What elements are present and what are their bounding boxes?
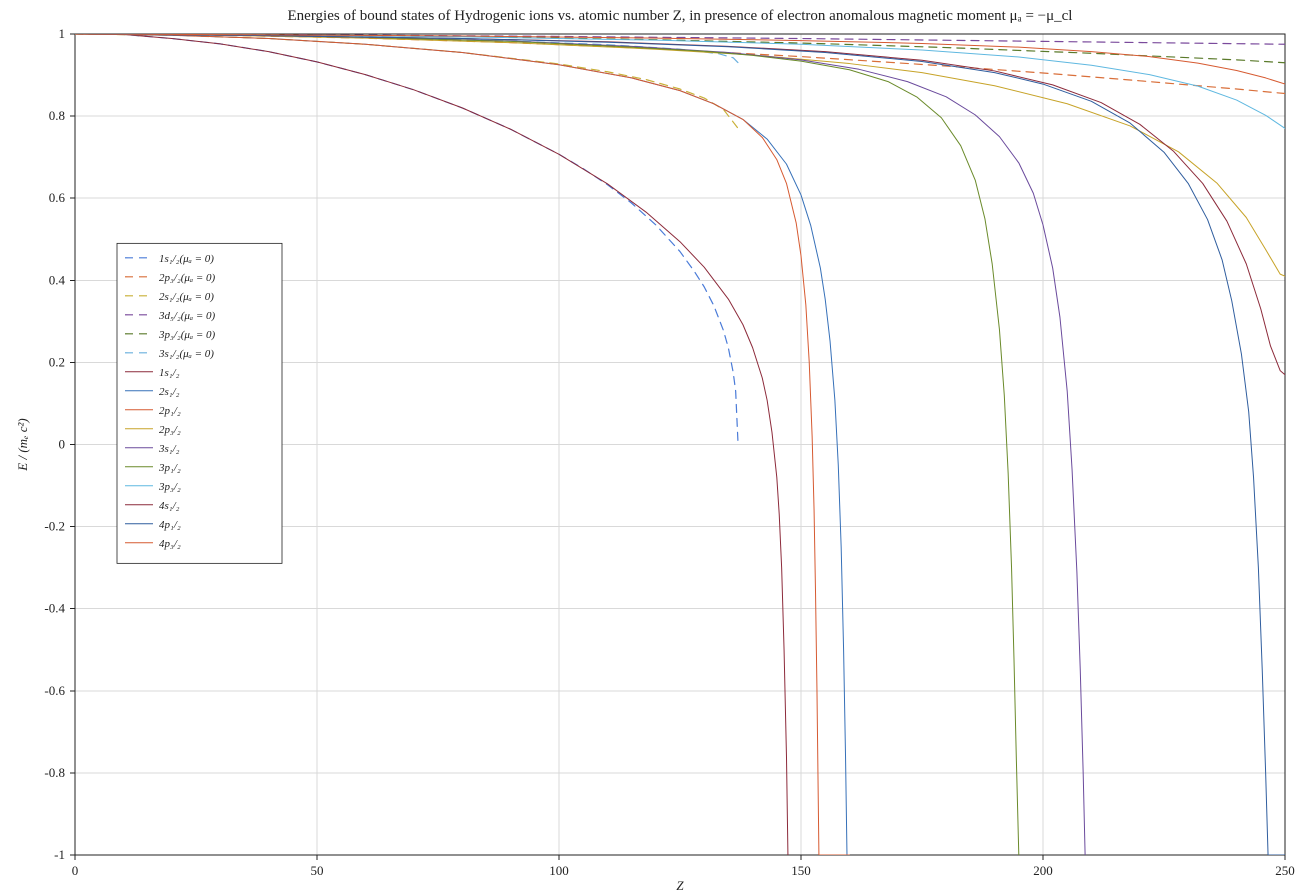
legend-label: 2p₃/₂(μₐ = 0) xyxy=(159,272,216,284)
chart-container: 0 50 100 150 200 250 -1 -0.8 -0.6 -0.4 -0.2 0 0.2 0.4… xyxy=(0,0,1296,890)
legend-label: 2p₃/₂ xyxy=(159,424,181,436)
y-axis-label: E / (mₑ c²) xyxy=(15,418,30,471)
y-tick-label: -1 xyxy=(54,847,65,862)
x-tick-label: 50 xyxy=(311,863,324,878)
legend-label: 3s₁/₂ xyxy=(158,443,180,455)
y-tick-label: -0.2 xyxy=(44,519,65,534)
x-tick-label: 100 xyxy=(549,863,569,878)
y-tick-label: 1 xyxy=(59,26,66,41)
legend-label: 3d₅/₂(μₐ = 0) xyxy=(158,310,216,322)
x-tick-label: 200 xyxy=(1033,863,1053,878)
x-tick-label: 250 xyxy=(1275,863,1295,878)
legend-label: 4p₃/₂ xyxy=(159,538,181,550)
legend-label: 1s₁/₂ xyxy=(159,367,180,379)
legend: 1s₁/₂(μₐ = 0) 2p₃/₂(μₐ = 0) 2s₁/₂(μₐ = 0) 3… xyxy=(117,243,282,563)
x-tick-label: 0 xyxy=(72,863,79,878)
legend-label: 3p₃/₂(μₐ = 0) xyxy=(158,329,216,341)
legend-label: 2s₁/₂(μₐ = 0) xyxy=(159,291,214,303)
legend-label: 4s₁/₂ xyxy=(159,500,180,512)
y-tick-label: -0.8 xyxy=(44,765,65,780)
legend-label: 2s₁/₂ xyxy=(159,386,180,398)
y-tick-label: 0.2 xyxy=(49,354,65,369)
x-axis-label: Z xyxy=(676,878,684,890)
legend-label: 4p₁/₂ xyxy=(159,519,181,531)
chart-title: Energies of bound states of Hydrogenic i… xyxy=(288,8,1073,24)
legend-label: 1s₁/₂(μₐ = 0) xyxy=(159,253,214,265)
legend-label: 3p₃/₂ xyxy=(158,481,181,493)
x-tick-label: 150 xyxy=(791,863,811,878)
y-tick-label: 0.6 xyxy=(49,190,66,205)
legend-label: 3p₁/₂ xyxy=(158,462,181,474)
y-tick-label: 0 xyxy=(59,437,66,452)
y-tick-label: 0.4 xyxy=(49,272,66,287)
y-tick-label: -0.4 xyxy=(44,601,65,616)
legend-label: 3s₁/₂(μₐ = 0) xyxy=(158,348,214,360)
chart-svg: 0 50 100 150 200 250 -1 -0.8 -0.6 -0.4 -0.2 0 0.2 0.4… xyxy=(0,0,1296,890)
legend-label: 2p₁/₂ xyxy=(159,405,181,417)
y-tick-label: -0.6 xyxy=(44,683,65,698)
y-tick-label: 0.8 xyxy=(49,108,65,123)
